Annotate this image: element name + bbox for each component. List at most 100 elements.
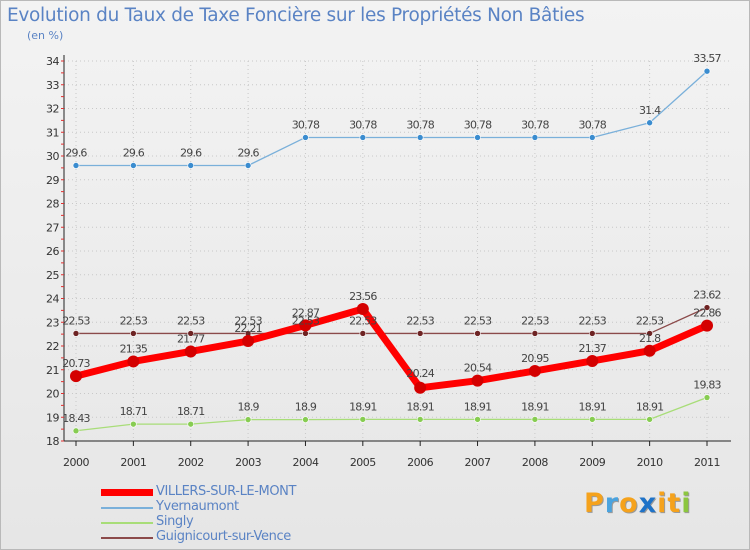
- y-tick-label: 22: [46, 340, 59, 353]
- data-point: [646, 119, 653, 127]
- data-label: 22.53: [177, 314, 205, 327]
- data-point: [127, 355, 140, 368]
- data-point: [416, 134, 424, 141]
- data-point: [528, 364, 541, 377]
- data-point: [72, 330, 80, 337]
- data-label: 20.54: [464, 362, 492, 375]
- data-label: 21.37: [579, 342, 607, 355]
- data-label: 18.43: [62, 412, 90, 425]
- legend-label: Guignicourt-sur-Vence: [156, 529, 291, 544]
- data-point: [130, 420, 137, 428]
- data-point: [643, 344, 656, 357]
- proxiti-logo: Proxiti: [584, 488, 692, 519]
- y-tick-label: 21: [46, 364, 59, 377]
- y-tick-label: 29: [46, 174, 59, 187]
- data-label: 22.53: [579, 314, 607, 327]
- data-point: [414, 381, 427, 394]
- data-label: 20.95: [521, 352, 549, 365]
- data-point: [359, 134, 367, 141]
- data-label: 18.91: [579, 400, 607, 413]
- data-point: [299, 319, 312, 332]
- data-label: 23.56: [349, 290, 377, 303]
- data-label: 29.6: [237, 147, 259, 160]
- legend-item: Singly: [101, 514, 401, 530]
- data-point: [302, 134, 309, 141]
- y-tick-label: 28: [46, 198, 59, 211]
- x-tick-label: 2009: [579, 456, 605, 469]
- data-label: 23.62: [693, 289, 721, 302]
- chart-unit: (en %): [27, 29, 64, 42]
- x-tick-label: 2008: [522, 456, 548, 469]
- x-tick-label: 2006: [407, 456, 433, 469]
- data-label: 22.53: [636, 314, 664, 327]
- x-tick-label: 2011: [694, 456, 720, 469]
- legend-swatch: [101, 522, 153, 524]
- data-point: [359, 416, 367, 423]
- series-line: [75, 396, 708, 432]
- x-tick-label: 2004: [292, 456, 318, 469]
- data-label: 29.6: [180, 147, 202, 160]
- x-tick-label: 2000: [63, 456, 89, 469]
- data-point: [416, 416, 424, 423]
- x-tick-label: 2005: [350, 456, 376, 469]
- data-label: 30.78: [292, 118, 320, 131]
- data-label: 22.53: [406, 314, 434, 327]
- data-point: [302, 416, 309, 423]
- data-point: [70, 370, 82, 383]
- legend-swatch: [101, 537, 153, 539]
- data-point: [586, 354, 599, 367]
- data-point: [646, 416, 653, 423]
- data-label: 22.87: [292, 306, 320, 319]
- data-point: [474, 134, 481, 141]
- y-tick-label: 27: [46, 221, 59, 234]
- legend-item: Yvernaumont: [101, 499, 401, 515]
- x-tick-label: 2007: [465, 456, 491, 469]
- data-label: 22.86: [693, 307, 721, 320]
- logo-letter: r: [604, 488, 620, 519]
- legend-item: Guignicourt-sur-Vence: [101, 529, 401, 545]
- data-label: 18.91: [464, 400, 492, 413]
- data-label: 22.53: [120, 314, 148, 327]
- logo-letter: x: [638, 488, 658, 519]
- data-point: [130, 330, 137, 337]
- series-line: [75, 306, 708, 335]
- data-label: 18.71: [177, 405, 205, 418]
- legend-label: Singly: [156, 514, 194, 529]
- data-point: [588, 134, 596, 141]
- data-label: 30.78: [464, 118, 492, 131]
- logo-letter: o: [619, 488, 639, 519]
- y-tick-label: 26: [46, 245, 59, 258]
- data-label: 20.73: [62, 357, 90, 370]
- data-point: [474, 416, 481, 423]
- x-tick-label: 2003: [235, 456, 261, 469]
- data-label: 22.53: [62, 314, 90, 327]
- legend-item: VILLERS-SUR-LE-MONT: [101, 484, 401, 500]
- logo-letter: t: [667, 488, 682, 519]
- y-tick-label: 18: [46, 435, 59, 448]
- data-point: [187, 420, 195, 428]
- data-label: 18.9: [237, 401, 259, 414]
- data-point: [531, 416, 539, 423]
- data-label: 29.6: [65, 147, 87, 160]
- data-point: [130, 162, 137, 169]
- logo-letter: i: [681, 488, 692, 519]
- x-tick-label: 2010: [637, 456, 663, 469]
- data-label: 22.53: [292, 314, 320, 327]
- data-label: 22.53: [464, 314, 492, 327]
- x-tick-label: 2001: [120, 456, 146, 469]
- data-label: 33.57: [693, 52, 721, 65]
- data-point: [359, 330, 367, 337]
- data-label: 22.21: [234, 322, 262, 335]
- y-tick-label: 34: [46, 55, 59, 68]
- data-point: [646, 330, 653, 337]
- data-label: 18.91: [406, 400, 434, 413]
- data-point: [356, 302, 369, 315]
- data-label: 18.91: [636, 400, 664, 413]
- data-label: 21.8: [639, 332, 661, 345]
- data-point: [474, 330, 481, 337]
- y-tick-label: 20: [46, 388, 59, 401]
- data-point: [72, 162, 80, 169]
- y-tick-label: 32: [46, 103, 59, 116]
- data-label: 30.78: [349, 118, 377, 131]
